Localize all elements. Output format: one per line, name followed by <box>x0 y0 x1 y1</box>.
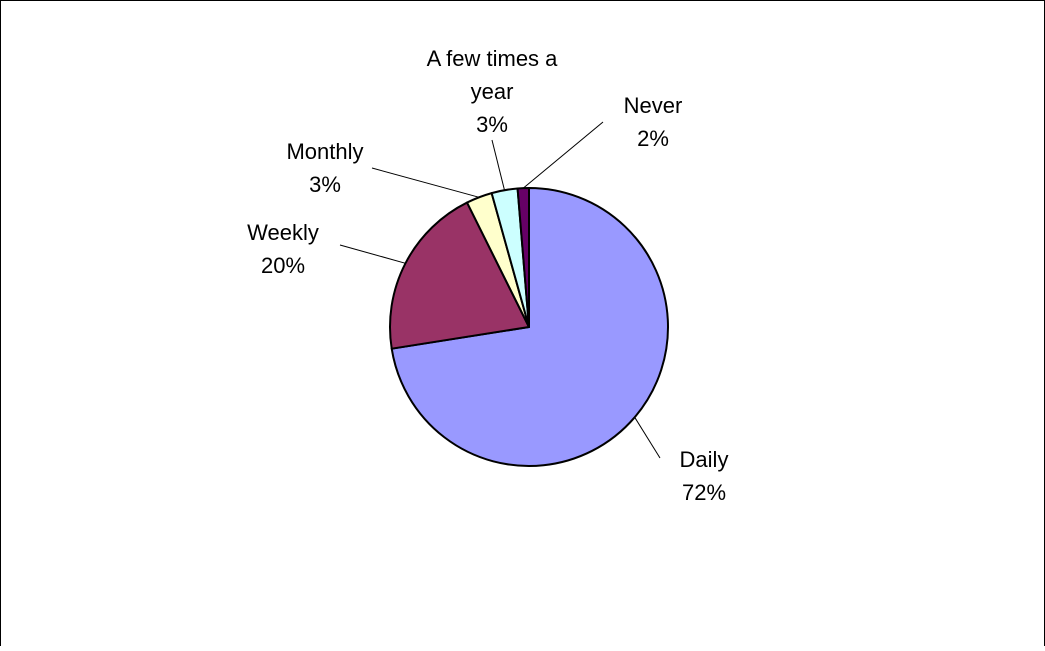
data-label-percent: 3% <box>476 112 508 137</box>
data-label-name: Weekly <box>247 220 319 245</box>
leader-lines <box>339 121 661 459</box>
data-label-name: Monthly <box>286 139 363 164</box>
leader-line-weekly <box>339 244 406 264</box>
data-label-a-few-times-a-year: A few times a year 3% <box>427 46 559 137</box>
data-label-percent: 72% <box>682 480 726 505</box>
data-label-name: Never <box>624 93 683 118</box>
leader-line-never <box>522 121 604 189</box>
data-label-daily: Daily 72% <box>680 447 729 505</box>
leader-line-daily <box>634 417 661 459</box>
data-labels: Daily 72% Weekly 20% Monthly 3% A few times a y… <box>247 46 728 505</box>
data-label-never: Never 2% <box>624 93 683 151</box>
data-label-monthly: Monthly 3% <box>286 139 363 197</box>
data-label-percent: 20% <box>261 253 305 278</box>
data-label-percent: 3% <box>309 172 341 197</box>
data-label-name: A few times a <box>427 46 559 71</box>
data-label-name: year <box>471 79 514 104</box>
pie-slice-never <box>516 187 530 328</box>
data-label-weekly: Weekly 20% <box>247 220 319 278</box>
data-label-name: Daily <box>680 447 729 472</box>
leader-line-monthly <box>371 167 480 198</box>
data-label-percent: 2% <box>637 126 669 151</box>
pie-slices <box>389 187 669 467</box>
leader-line-a-few-times-a-year <box>491 139 505 191</box>
